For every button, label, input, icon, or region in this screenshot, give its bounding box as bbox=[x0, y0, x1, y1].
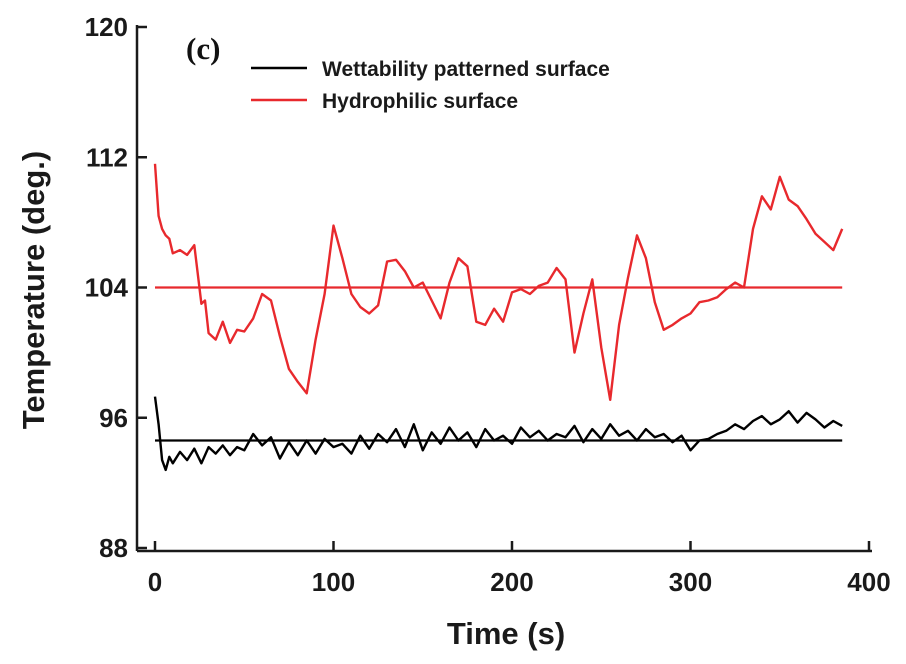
y-tick-label: 88 bbox=[99, 533, 128, 563]
x-tick-label: 400 bbox=[847, 567, 890, 597]
legend-label: Hydrophilic surface bbox=[322, 90, 518, 113]
series-line-wettability-patterned bbox=[153, 396, 843, 472]
panel-label: (c) bbox=[186, 31, 220, 66]
y-tick-label: 104 bbox=[85, 273, 129, 303]
x-tick-label: 300 bbox=[669, 567, 712, 597]
legend: Wettability patterned surface Hydrophilic… bbox=[251, 58, 610, 113]
y-tick-label: 120 bbox=[85, 12, 128, 42]
series-line-hydrophilic bbox=[153, 163, 844, 401]
x-axis-title: Time (s) bbox=[447, 616, 565, 651]
y-axis-title: Temperature (deg.) bbox=[16, 151, 51, 429]
legend-label: Wettability patterned surface bbox=[322, 58, 610, 81]
y-tick-label: 96 bbox=[99, 403, 128, 433]
axes-layer: 0 100 200 300 400 88 96 104 112 120 bbox=[85, 12, 891, 597]
x-tick-label: 100 bbox=[312, 567, 355, 597]
x-tick-label: 0 bbox=[148, 567, 162, 597]
series-layer bbox=[153, 163, 844, 472]
y-tick-label: 112 bbox=[86, 142, 128, 172]
x-tick-label: 200 bbox=[490, 567, 533, 597]
